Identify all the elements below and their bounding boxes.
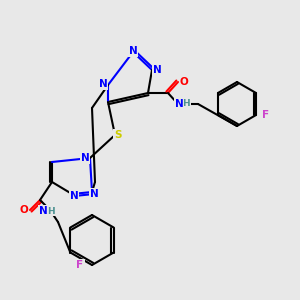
Text: N: N xyxy=(81,153,89,163)
Text: F: F xyxy=(262,110,270,120)
Text: H: H xyxy=(47,206,55,215)
Text: N: N xyxy=(129,46,137,56)
Text: F: F xyxy=(76,260,84,270)
Text: O: O xyxy=(180,77,188,87)
Text: N: N xyxy=(99,79,107,89)
Text: N: N xyxy=(153,65,161,75)
Text: O: O xyxy=(20,205,28,215)
Text: H: H xyxy=(182,100,190,109)
Text: S: S xyxy=(114,130,122,140)
Text: N: N xyxy=(70,191,78,201)
Text: N: N xyxy=(90,189,98,199)
Text: N: N xyxy=(39,206,47,216)
Text: N: N xyxy=(175,99,183,109)
